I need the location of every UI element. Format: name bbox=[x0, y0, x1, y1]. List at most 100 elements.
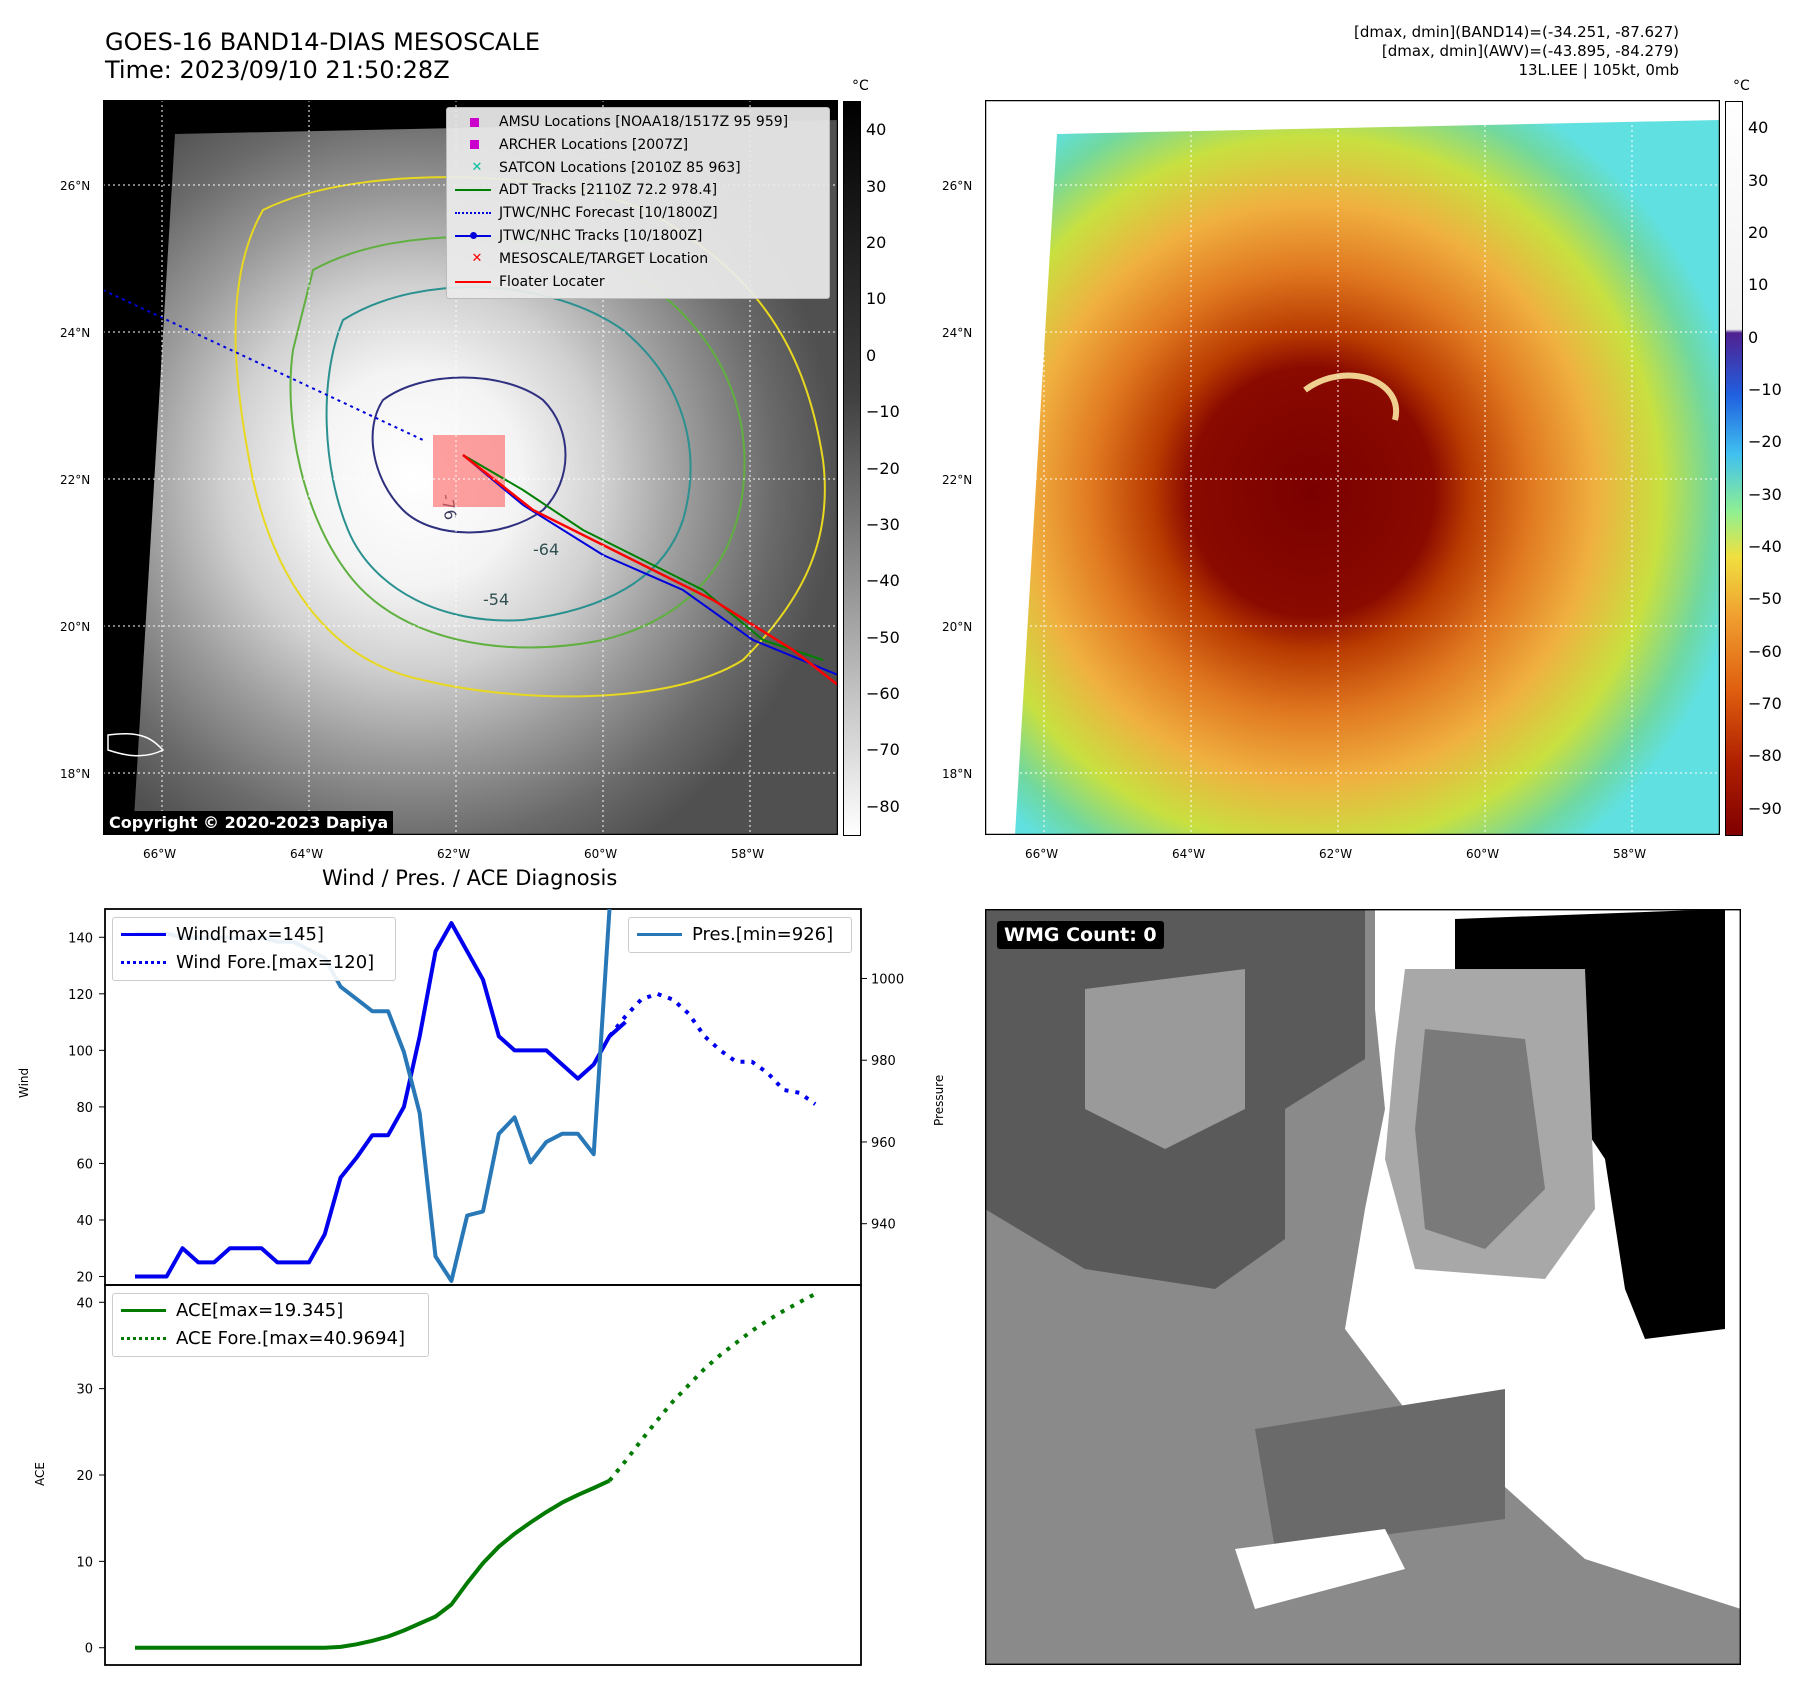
ace-axis-label: ACE bbox=[33, 1462, 47, 1486]
legend-row: ✕ SATCON Locations [2010Z 85 963] bbox=[455, 160, 741, 176]
right-lat-label-24: 24°N bbox=[942, 326, 973, 340]
wmg-lower-dark bbox=[1255, 1389, 1505, 1549]
right-colorbar-tick: −50 bbox=[1748, 589, 1782, 609]
left-colorbar-tick: −80 bbox=[866, 796, 900, 816]
ace-aceline bbox=[135, 1478, 611, 1650]
eye-arc bbox=[1303, 372, 1400, 421]
legend-label: MESOSCALE/TARGET Location bbox=[499, 250, 709, 267]
left-ytick-label: 80 bbox=[76, 1101, 93, 1116]
left-ytick-label: 140 bbox=[68, 931, 93, 946]
nhc-track bbox=[462, 454, 838, 676]
diagnosis-title: Wind / Pres. / ACE Diagnosis bbox=[322, 866, 618, 890]
left-lat-label-20: 20°N bbox=[60, 620, 91, 634]
copyright-badge: Copyright © 2020-2023 Dapiya bbox=[104, 811, 394, 834]
right-colorbar-tick: −10 bbox=[1748, 379, 1782, 399]
legend-label: ADT Tracks [2110Z 72.2 978.4] bbox=[499, 182, 718, 199]
right-lat-label-18: 18°N bbox=[942, 767, 973, 781]
legend-swatch: ✕ bbox=[471, 251, 483, 267]
legend-swatch bbox=[470, 117, 479, 127]
legend-row: ✕ MESOSCALE/TARGET Location bbox=[455, 250, 709, 267]
right-ytick-label: 1000 bbox=[871, 972, 904, 987]
left-ytick-label: 120 bbox=[68, 988, 93, 1003]
ace-legend-label: ACE[max=19.345] bbox=[176, 1300, 344, 1321]
left-ytick-label: 40 bbox=[76, 1214, 93, 1229]
pres-legend: Pres.[min=926] bbox=[628, 917, 852, 953]
legend-dot bbox=[470, 232, 477, 239]
header-stats: [dmax, dmin](BAND14)=(-34.251, -87.627) … bbox=[1354, 23, 1679, 80]
legend-label: JTWC/NHC Tracks [10/1800Z] bbox=[499, 228, 703, 244]
left-colorbar-tick: 10 bbox=[866, 289, 887, 309]
awv-map bbox=[985, 100, 1720, 835]
left-lon-label-60: 60°W bbox=[584, 847, 618, 861]
ace-fore-legend-label: ACE Fore.[max=40.9694] bbox=[176, 1328, 405, 1349]
legend-swatch bbox=[455, 232, 491, 239]
left-ytick-label: 20 bbox=[76, 1271, 93, 1286]
ace-legend-row: ACE[max=19.345] bbox=[121, 1300, 343, 1321]
right-colorbar-tick: 40 bbox=[1748, 118, 1769, 138]
island-outline bbox=[107, 733, 165, 757]
legend-swatch bbox=[455, 212, 491, 215]
right-colorbar-tick: −80 bbox=[1748, 746, 1782, 766]
contour-navy bbox=[371, 376, 567, 534]
wmg-mid-region bbox=[1085, 969, 1245, 1149]
legend-swatch: ✕ bbox=[471, 160, 483, 176]
wind-fore-legend-label: Wind Fore.[max=120] bbox=[176, 952, 375, 973]
right-lon-label-58: 58°W bbox=[1613, 847, 1647, 861]
contour-label-54: -54 bbox=[483, 590, 509, 609]
wmg-panel bbox=[985, 909, 1741, 1665]
left-ytick-label: 0 bbox=[85, 1642, 93, 1657]
legend-label: Floater Locater bbox=[499, 273, 605, 290]
legend-row: JTWC/NHC Forecast [10/1800Z] bbox=[455, 205, 718, 221]
right-colorbar-tick: −90 bbox=[1748, 798, 1782, 818]
wmg-lower-white bbox=[1235, 1529, 1405, 1609]
left-lon-label-66: 66°W bbox=[143, 847, 177, 861]
left-colorbar-tick: −70 bbox=[866, 740, 900, 760]
wind-fore-legend-row: Wind Fore.[max=120] bbox=[121, 952, 374, 973]
floater-box bbox=[433, 435, 505, 507]
right-colorbar-tick: 10 bbox=[1748, 275, 1769, 295]
left-ytick-label: 30 bbox=[76, 1383, 93, 1398]
left-ytick-label: 100 bbox=[68, 1044, 93, 1059]
left-colorbar-tick: −50 bbox=[866, 627, 900, 647]
right-lat-label-26: 26°N bbox=[942, 179, 973, 193]
wind-legend: Wind[max=145] Wind Fore.[max=120] bbox=[112, 917, 396, 981]
left-lat-label-18: 18°N bbox=[60, 767, 91, 781]
left-ytick-label: 10 bbox=[76, 1555, 93, 1570]
legend-row: Floater Locater bbox=[455, 274, 605, 290]
left-colorbar-tick: 40 bbox=[866, 120, 887, 140]
right-lon-label-62: 62°W bbox=[1319, 847, 1353, 861]
wmg-count-badge: WMG Count: 0 bbox=[997, 921, 1164, 949]
wind-legend-swatch bbox=[121, 933, 166, 936]
legend-row: JTWC/NHC Tracks [10/1800Z] bbox=[455, 228, 702, 244]
right-colorbar-unit: °C bbox=[1733, 78, 1750, 94]
right-lon-label-60: 60°W bbox=[1466, 847, 1500, 861]
right-colorbar bbox=[1725, 101, 1743, 836]
left-lon-label-58: 58°W bbox=[731, 847, 765, 861]
right-lon-label-66: 66°W bbox=[1025, 847, 1059, 861]
legend-swatch bbox=[455, 189, 491, 192]
left-colorbar bbox=[843, 101, 861, 836]
left-lat-label-22: 22°N bbox=[60, 473, 91, 487]
left-ytick-label: 20 bbox=[76, 1469, 93, 1484]
ace-ace-fore-line bbox=[607, 1292, 817, 1482]
legend-label: AMSU Locations [NOAA18/1517Z 95 959] bbox=[499, 114, 789, 130]
right-colorbar-tick: −40 bbox=[1748, 537, 1782, 557]
contour-label-64: -64 bbox=[533, 540, 559, 559]
ace-fore-legend-swatch bbox=[121, 1337, 166, 1340]
legend-swatch bbox=[455, 280, 491, 283]
legend-label: SATCON Locations [2010Z 85 963] bbox=[499, 159, 741, 176]
floater-track bbox=[462, 454, 838, 686]
right-colorbar-tick: −60 bbox=[1748, 641, 1782, 661]
wind-legend-label: Wind[max=145] bbox=[176, 924, 324, 945]
left-colorbar-unit: °C bbox=[852, 78, 869, 94]
left-ytick-label: 40 bbox=[76, 1296, 93, 1311]
forecast-line bbox=[103, 289, 424, 441]
legend-row: AMSU Locations [NOAA18/1517Z 95 959] bbox=[455, 114, 788, 130]
pres-legend-swatch bbox=[637, 933, 682, 936]
right-colorbar-tick: −30 bbox=[1748, 484, 1782, 504]
diag-wind-fore-line bbox=[607, 991, 817, 1106]
wmg-eye-core bbox=[1415, 1029, 1545, 1249]
left-ytick-label: 60 bbox=[76, 1157, 93, 1172]
ace-legend-swatch bbox=[121, 1309, 166, 1312]
right-colorbar-tick: 30 bbox=[1748, 170, 1769, 190]
